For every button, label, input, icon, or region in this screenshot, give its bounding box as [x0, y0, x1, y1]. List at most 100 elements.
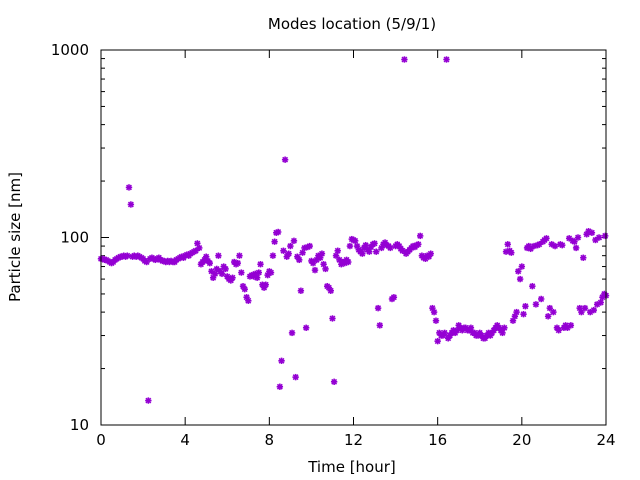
- data-point: [234, 259, 241, 267]
- data-point: [206, 259, 213, 267]
- data-point: [290, 237, 298, 245]
- data-point: [578, 308, 585, 316]
- data-point: [580, 254, 587, 261]
- data-point: [427, 250, 434, 257]
- data-point: [401, 56, 408, 63]
- data-point: [211, 270, 219, 278]
- data-point: [262, 281, 269, 288]
- data-point: [125, 184, 133, 191]
- data-point: [537, 295, 545, 303]
- data-point: [520, 310, 527, 318]
- x-tick-label: 12: [344, 431, 363, 449]
- data-point: [297, 287, 305, 294]
- data-point: [218, 270, 226, 278]
- data-point: [376, 322, 384, 329]
- y-tick-label: 10: [70, 416, 89, 434]
- data-point: [276, 383, 284, 390]
- data-point: [346, 242, 354, 250]
- data-point: [597, 299, 604, 306]
- data-point: [281, 156, 289, 163]
- data-point: [555, 327, 562, 334]
- data-point: [285, 250, 292, 257]
- data-point: [595, 234, 603, 241]
- data-point: [387, 244, 394, 252]
- data-point: [467, 324, 475, 331]
- data-point: [241, 285, 248, 293]
- x-tick-label: 16: [428, 431, 447, 449]
- data-point: [430, 308, 438, 316]
- data-point: [245, 297, 252, 304]
- data-point: [415, 241, 422, 248]
- data-point: [255, 269, 263, 276]
- data-point: [253, 274, 261, 281]
- data-point: [590, 306, 597, 314]
- data-point: [567, 322, 575, 329]
- data-point: [516, 275, 524, 283]
- data-point: [588, 229, 596, 236]
- data-point: [432, 317, 440, 324]
- data-point: [501, 324, 508, 331]
- data-point: [330, 378, 338, 385]
- data-point: [532, 301, 540, 308]
- data-point: [274, 228, 282, 236]
- data-point: [581, 304, 589, 312]
- data-point: [238, 269, 245, 276]
- data-point: [236, 252, 243, 259]
- data-point: [296, 256, 303, 264]
- data-point: [529, 282, 536, 290]
- data-point: [504, 241, 511, 248]
- data-point: [334, 247, 341, 254]
- plot-frame: [100, 49, 607, 426]
- data-point: [127, 201, 135, 208]
- data-point: [518, 263, 526, 270]
- data-point: [359, 250, 366, 257]
- data-point: [499, 329, 506, 337]
- data-point: [196, 244, 203, 252]
- data-point: [229, 274, 236, 281]
- data-point: [551, 242, 559, 250]
- data-point: [434, 337, 441, 345]
- data-point: [544, 313, 552, 320]
- y-tick-label: 1000: [51, 41, 89, 59]
- data-point: [311, 266, 319, 274]
- data-point: [287, 242, 294, 250]
- data-point: [271, 238, 278, 245]
- data-point: [145, 397, 152, 404]
- data-point: [302, 324, 310, 331]
- data-point: [374, 304, 382, 312]
- data-point: [269, 252, 277, 259]
- data-point: [124, 252, 131, 259]
- data-point: [318, 250, 326, 257]
- x-tick-label: 24: [596, 431, 615, 449]
- data-point: [508, 249, 515, 256]
- data-point: [559, 241, 566, 249]
- data-point: [513, 308, 520, 316]
- x-tick-label: 4: [180, 431, 190, 449]
- data-point: [292, 373, 299, 381]
- y-tick-label: 100: [60, 229, 89, 247]
- data-point: [515, 268, 522, 275]
- data-point: [371, 240, 378, 247]
- data-point: [257, 261, 264, 268]
- data-point: [288, 329, 296, 337]
- x-tick-label: 8: [265, 431, 275, 449]
- chart-title: Modes location (5/9/1): [268, 15, 436, 33]
- data-point: [280, 247, 287, 254]
- x-axis-label: Time [hour]: [307, 458, 396, 476]
- x-tick-label: 20: [512, 431, 531, 449]
- data-point: [306, 242, 313, 250]
- data-point: [351, 237, 359, 245]
- data-point: [443, 56, 450, 63]
- data-point: [278, 357, 285, 364]
- data-point: [574, 234, 582, 241]
- data-point: [601, 232, 609, 240]
- data-point: [390, 294, 398, 301]
- data-point: [327, 287, 334, 294]
- data-point: [215, 252, 222, 259]
- y-axis-label: Particle size [nm]: [6, 172, 24, 302]
- data-point: [373, 248, 380, 255]
- data-point: [572, 244, 580, 252]
- data-point: [322, 265, 329, 273]
- data-point: [345, 258, 352, 266]
